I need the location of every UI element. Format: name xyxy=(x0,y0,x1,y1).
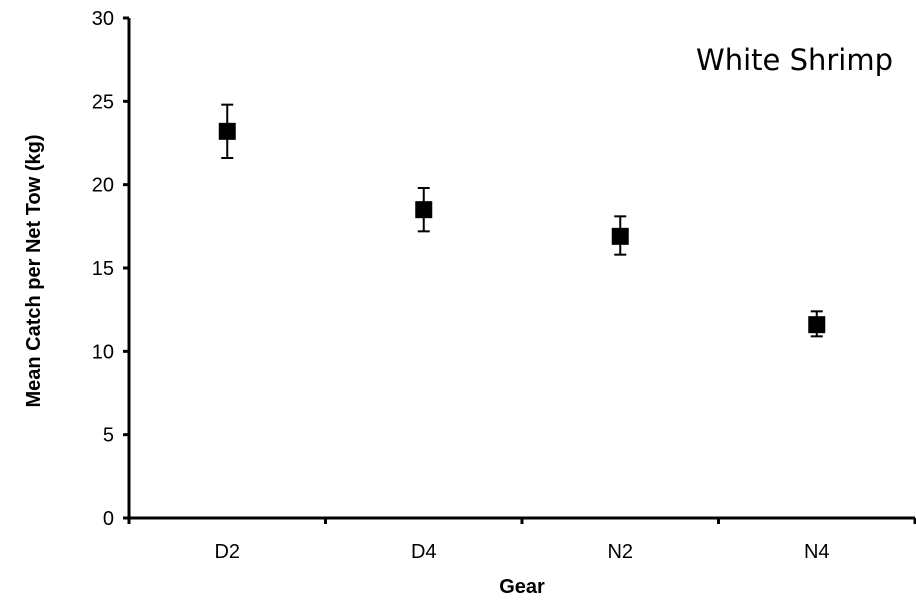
y-tick-label: 25 xyxy=(92,91,114,113)
y-tick-label: 0 xyxy=(103,508,114,530)
marker-square xyxy=(808,316,826,334)
x-axis-ticks: D2 D4 N2 N4 xyxy=(127,518,916,563)
x-tick-label: D4 xyxy=(411,541,437,563)
data-point-D2 xyxy=(218,103,236,159)
x-tick-label: N2 xyxy=(607,541,633,563)
chart-annotation: White Shrimp xyxy=(696,43,893,77)
marker-square xyxy=(415,201,433,219)
x-axis-title: Gear xyxy=(499,576,545,598)
x-tick-label: N4 xyxy=(804,541,830,563)
y-tick-label: 10 xyxy=(92,341,114,363)
data-point-N2 xyxy=(611,215,629,256)
y-tick-label: 5 xyxy=(103,425,114,447)
y-tick-label: 20 xyxy=(92,175,114,197)
x-tick-label: D2 xyxy=(214,541,240,563)
marker-square xyxy=(218,122,236,140)
y-axis-ticks: 0 5 10 15 20 25 30 xyxy=(92,8,129,530)
data-points xyxy=(218,103,826,338)
data-point-N4 xyxy=(808,310,826,338)
data-point-D4 xyxy=(415,187,433,233)
y-tick-label: 15 xyxy=(92,258,114,280)
marker-square xyxy=(611,227,629,245)
y-axis-title: Mean Catch per Net Tow (kg) xyxy=(23,135,45,408)
y-tick-label: 30 xyxy=(92,8,114,30)
axes xyxy=(127,18,915,520)
